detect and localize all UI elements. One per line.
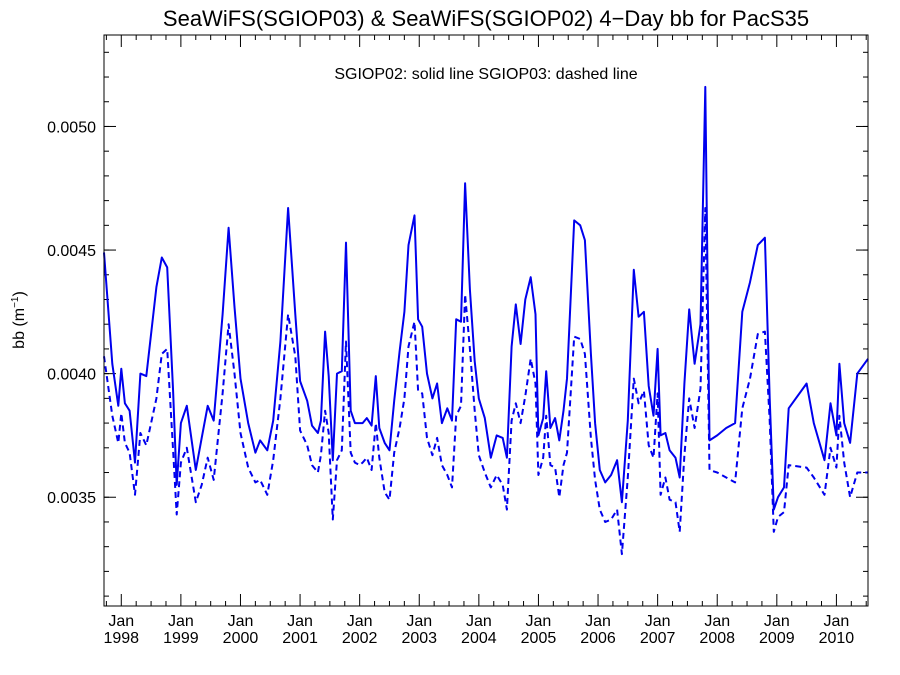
y-axis-label-close: ) [11, 291, 28, 296]
y-tick-label: 0.0040 [47, 367, 96, 384]
x-tick-year-label: 2009 [759, 630, 795, 647]
x-tick-year-label: 2001 [282, 630, 318, 647]
x-tick-month-label: Jan [168, 613, 194, 630]
y-axis-label: bb (m−1) [10, 291, 28, 349]
line-style-note: SGIOP02: solid line SGIOP03: dashed line [334, 66, 637, 83]
x-tick-year-label: 2003 [401, 630, 437, 647]
plot-frame [103, 34, 869, 607]
y-axis-label-exponent: −1 [10, 296, 21, 308]
y-axis-label-main: bb (m [11, 308, 28, 349]
x-tick-month-label: Jan [764, 613, 790, 630]
x-tick-month-label: Jan [108, 613, 134, 630]
x-tick-year-label: 2002 [342, 630, 378, 647]
x-tick-month-label: Jan [526, 613, 552, 630]
x-tick-year-label: 2010 [819, 630, 855, 647]
x-tick-month-label: Jan [466, 613, 492, 630]
x-tick-month-label: Jan [645, 613, 671, 630]
x-tick-year-label: 2000 [223, 630, 259, 647]
x-tick-month-label: Jan [347, 613, 373, 630]
x-tick-month-label: Jan [704, 613, 730, 630]
x-tick-month-label: Jan [585, 613, 611, 630]
x-tick-month-label: Jan [824, 613, 850, 630]
y-tick-label: 0.0045 [47, 243, 96, 260]
x-tick-year-label: 2006 [580, 630, 616, 647]
x-tick-month-label: Jan [228, 613, 254, 630]
x-tick-month-label: Jan [287, 613, 313, 630]
chart-title: SeaWiFS(SGIOP03) & SeaWiFS(SGIOP02) 4−Da… [163, 6, 809, 31]
x-tick-year-label: 2008 [699, 630, 735, 647]
x-tick-year-label: 2007 [640, 630, 676, 647]
y-tick-label: 0.0050 [47, 119, 96, 136]
x-tick-year-label: 2005 [521, 630, 557, 647]
series-lines [103, 85, 869, 556]
series-line-sgiop03 [103, 207, 868, 556]
x-tick-year-label: 2004 [461, 630, 497, 647]
x-tick-labels: Jan1998Jan1999Jan2000Jan2001Jan2002Jan20… [103, 613, 854, 647]
x-tick-year-label: 1998 [103, 630, 139, 647]
y-tick-labels: 0.0035 0.0040 0.0045 0.0050 [47, 119, 96, 507]
y-tick-label: 0.0035 [47, 490, 96, 507]
series-line-sgiop02 [103, 85, 869, 511]
x-tick-year-label: 1999 [163, 630, 199, 647]
axis-ticks [104, 35, 868, 606]
x-tick-month-label: Jan [406, 613, 432, 630]
